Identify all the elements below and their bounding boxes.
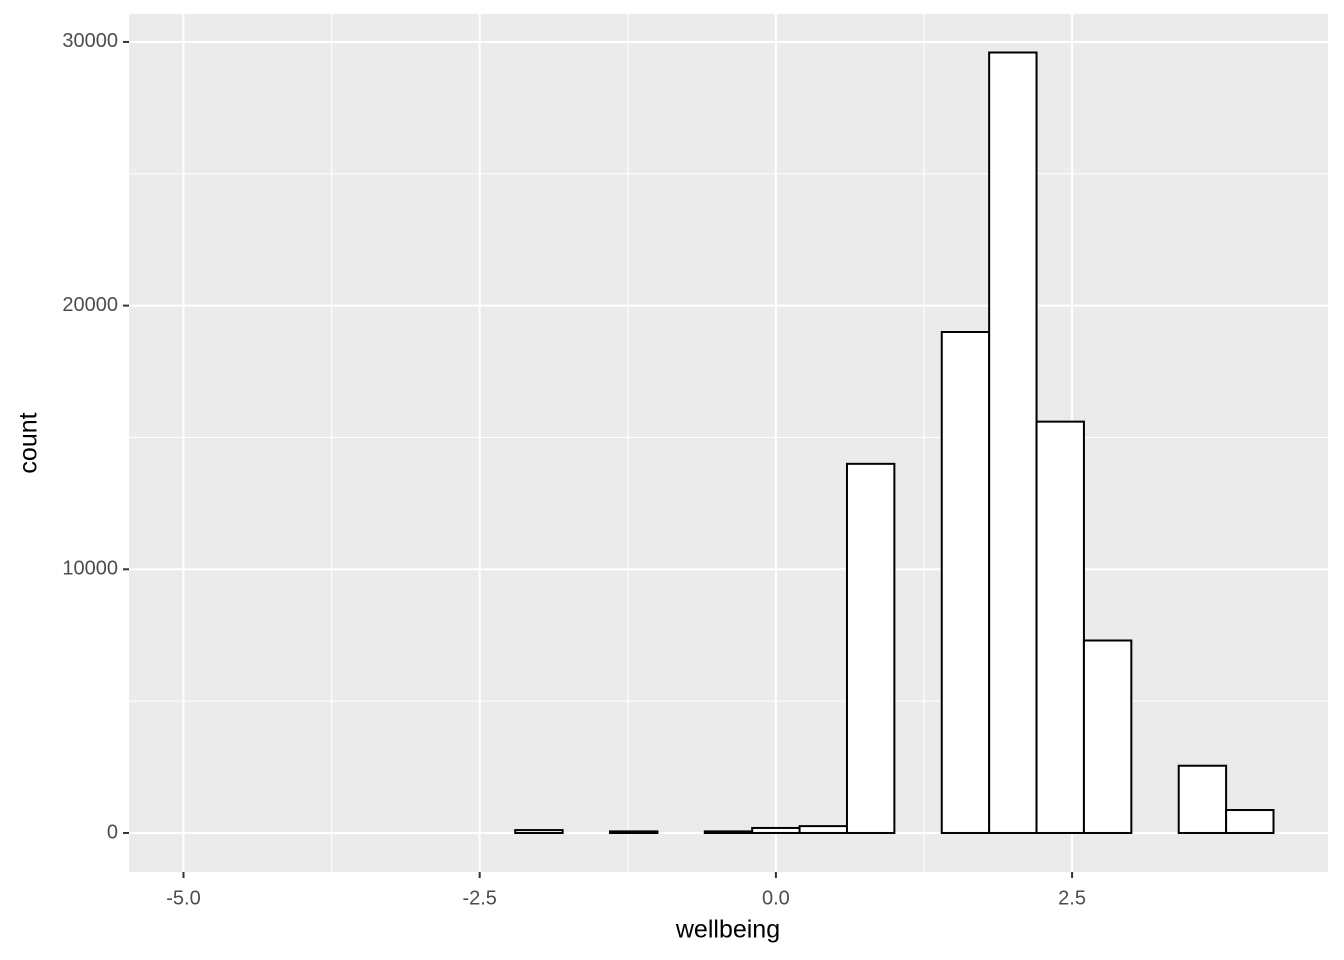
- x-tick-label: -2.5: [462, 887, 496, 909]
- bar: [798, 825, 848, 834]
- bar: [1225, 809, 1275, 834]
- bar: [609, 830, 659, 834]
- bar: [940, 330, 991, 834]
- bar: [988, 51, 1038, 834]
- y-tick-label: 0: [107, 821, 118, 843]
- y-axis-title: count: [15, 412, 43, 473]
- panel: [129, 14, 1328, 872]
- x-tick-label: -5.0: [166, 887, 200, 909]
- x-tick-label: 0.0: [762, 887, 790, 909]
- bar: [845, 462, 896, 834]
- y-tick-label: 10000: [62, 558, 118, 580]
- x-tick-label: 2.5: [1058, 887, 1086, 909]
- bar: [1082, 639, 1133, 834]
- y-tick-label: 20000: [62, 294, 118, 316]
- bar: [751, 826, 801, 834]
- bar: [703, 830, 754, 834]
- x-axis-title: wellbeing: [675, 916, 780, 944]
- bar: [514, 829, 564, 834]
- y-tick-label: 30000: [62, 30, 118, 52]
- bar: [1035, 420, 1085, 834]
- bar: [1177, 764, 1228, 834]
